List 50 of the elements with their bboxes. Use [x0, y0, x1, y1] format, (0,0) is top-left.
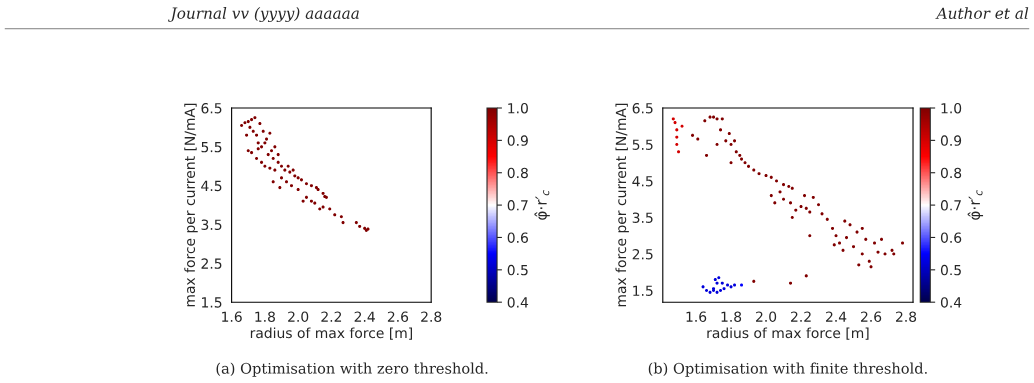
x-axis-title: radius of max force [m] [250, 327, 412, 340]
color-bar-label: 0.8 [507, 167, 528, 179]
color-bar-label: 0.7 [507, 200, 528, 211]
text: Author et al [935, 7, 1029, 19]
y-tick-label: 2.5 [201, 258, 222, 269]
text: (b) Optimisation with finite threshold. [648, 362, 927, 377]
color-bar-label: 0.7 [940, 200, 961, 211]
y-tick-label: 5.5 [632, 139, 653, 150]
color-bar-label: 0.6 [507, 232, 528, 243]
color-bar-title: φ̂·r′$_{c}$ [534, 190, 550, 220]
y-tick-label: 2.5 [632, 248, 653, 260]
color-bar-label: 0.4 [940, 297, 962, 308]
x-tick-label: 1.8 [255, 311, 275, 322]
color-bar-label: 0.8 [940, 167, 962, 179]
color-bar-title: φ̂·r′$_{c}$ [967, 190, 984, 220]
y-axis-title: max force per current [N/mA] [184, 103, 198, 307]
x-tick-label: 2.6 [861, 311, 882, 322]
y-tick-label: 3.5 [201, 219, 222, 230]
color-bar-label: 0.6 [940, 232, 962, 243]
y-tick-label: 4.5 [632, 176, 653, 187]
y-tick-label: 4.5 [201, 180, 222, 192]
y-tick-label: 6.5 [632, 102, 653, 114]
color-bar-label: 0.5 [507, 264, 528, 276]
y-tick-label: 6.5 [201, 102, 222, 114]
x-tick-label: 2.2 [791, 311, 811, 322]
color-bar-label: 1.0 [508, 102, 528, 114]
y-tick-label: 5.5 [201, 141, 222, 153]
y-tick-label: 1.5 [202, 297, 222, 308]
x-tick-label: 2.8 [896, 311, 917, 322]
x-tick-label: 2.2 [321, 311, 342, 322]
x-tick-label: 2.0 [288, 311, 309, 322]
x-tick-label: 2.8 [421, 311, 442, 322]
color-bar-label: 0.4 [507, 297, 529, 308]
x-tick-label: 2.4 [826, 311, 847, 322]
color-bar-label: 0.9 [507, 135, 528, 146]
x-tick-label: 1.6 [686, 311, 707, 322]
y-axis-title: max force per current [N/mA] [615, 103, 629, 307]
text: Journal vv (yyyy) aaaaaa [168, 7, 359, 23]
color-bar-label: 0.9 [940, 135, 962, 146]
x-tick-label: 2.4 [354, 311, 375, 322]
text: (a) Optimisation with zero threshold. [216, 362, 488, 377]
color-bar-label: 0.5 [940, 264, 961, 276]
x-tick-label: 2.6 [387, 311, 409, 322]
x-axis-title: radius of max force [m] [707, 327, 869, 340]
x-tick-label: 2.0 [756, 311, 777, 322]
y-tick-label: 1.5 [633, 285, 653, 296]
color-bar-label: 1.0 [941, 102, 962, 114]
x-tick-label: 1.8 [721, 311, 742, 322]
x-tick-label: 1.6 [222, 311, 242, 322]
y-tick-label: 3.5 [632, 212, 653, 223]
